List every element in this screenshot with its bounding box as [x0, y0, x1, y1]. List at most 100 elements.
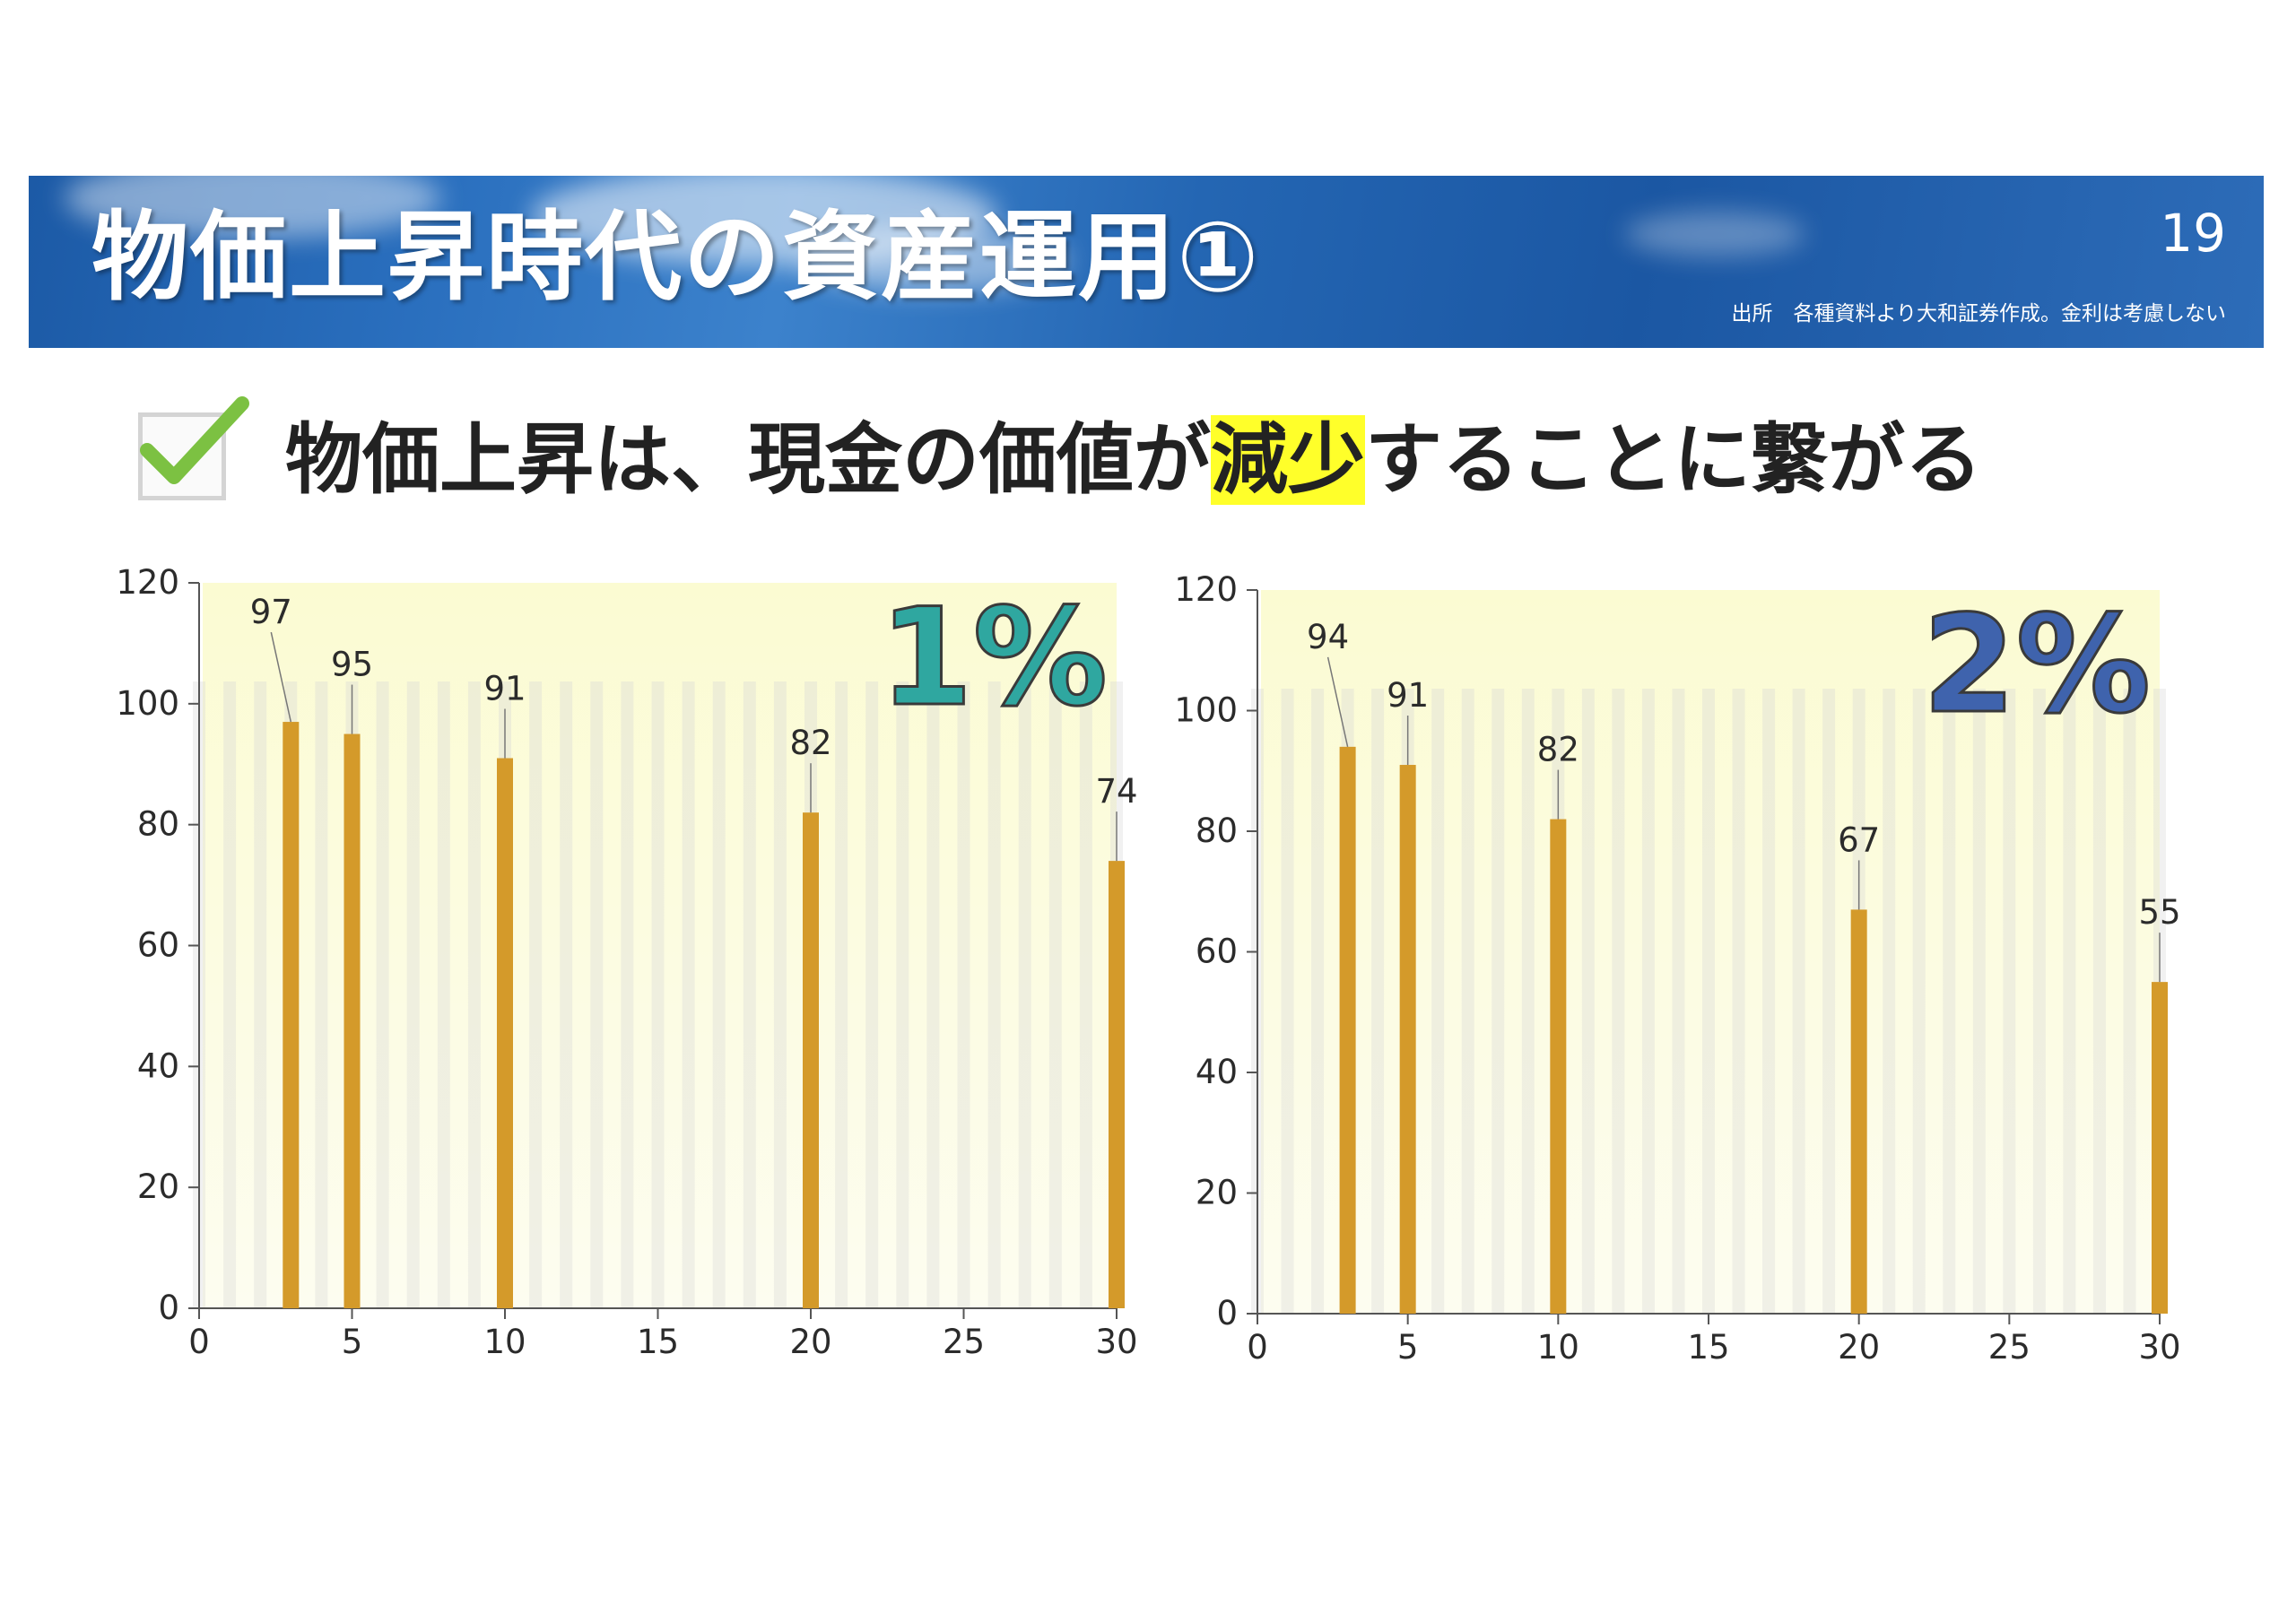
- x-tick-label: 5: [1397, 1328, 1419, 1367]
- background-stripe: [376, 681, 389, 1308]
- background-stripe: [1822, 689, 1836, 1314]
- y-tick-label: 0: [1216, 1294, 1238, 1332]
- checkmark-icon: [140, 396, 249, 484]
- background-stripe: [2003, 689, 2016, 1314]
- background-stripe: [712, 681, 726, 1308]
- y-tick-label: 80: [1196, 812, 1238, 850]
- bar: [2152, 982, 2168, 1314]
- y-tick-label: 60: [137, 926, 179, 965]
- background-stripe: [1371, 689, 1385, 1314]
- background-stripe: [315, 681, 328, 1308]
- background-stripe: [1732, 689, 1745, 1314]
- chart-2pct: 0 20 40 60 80 100 120 0 5 10 15 20 25 30 94 91 82 67 55 2%: [1174, 570, 2180, 1367]
- background-stripe: [1079, 681, 1092, 1308]
- background-stripe: [254, 681, 267, 1308]
- x-tick-label: 20: [789, 1323, 831, 1361]
- data-label: 55: [2138, 893, 2180, 932]
- background-stripe: [2092, 689, 2106, 1314]
- background-stripe: [1281, 689, 1294, 1314]
- background-stripe: [467, 681, 481, 1308]
- background-stripe: [2032, 689, 2046, 1314]
- background-stripe: [1762, 689, 1776, 1314]
- y-tick-label: 120: [116, 563, 179, 602]
- background-stripe: [835, 681, 848, 1308]
- rate-label: 2%: [1922, 587, 2151, 743]
- bar: [344, 733, 361, 1308]
- bar: [803, 812, 819, 1308]
- background-stripe: [1461, 689, 1474, 1314]
- background-stripe: [1431, 689, 1445, 1314]
- y-tick-label: 40: [137, 1046, 179, 1085]
- y-tick-label: 60: [1196, 933, 1238, 971]
- y-tick-label: 20: [1196, 1174, 1238, 1212]
- x-tick-label: 5: [342, 1323, 363, 1361]
- x-tick-label: 10: [483, 1323, 526, 1361]
- x-tick-label: 0: [1247, 1328, 1268, 1367]
- y-tick-label: 40: [1196, 1053, 1238, 1091]
- background-stripe: [1912, 689, 1926, 1314]
- x-tick-label: 15: [1687, 1328, 1729, 1367]
- data-label: 91: [483, 670, 526, 708]
- bar: [1850, 909, 1867, 1314]
- background-stripe: [1521, 689, 1535, 1314]
- background-stripe: [957, 681, 970, 1308]
- leader-line: [1326, 656, 1349, 748]
- x-tick-label: 20: [1838, 1328, 1880, 1367]
- background-stripe: [1792, 689, 1805, 1314]
- data-label: 95: [331, 646, 373, 684]
- background-stripe: [896, 681, 909, 1308]
- background-stripe: [1943, 689, 1956, 1314]
- background-stripe: [1581, 689, 1595, 1314]
- x-tick-label: 0: [188, 1323, 210, 1361]
- y-tick-label: 0: [158, 1289, 179, 1327]
- background-stripe: [1311, 689, 1325, 1314]
- y-tick-label: 100: [116, 684, 179, 723]
- background-stripe: [682, 681, 695, 1308]
- bar: [1399, 765, 1416, 1314]
- background-stripe: [621, 681, 634, 1308]
- background-stripe: [1672, 689, 1685, 1314]
- background-stripe: [1048, 681, 1062, 1308]
- subtitle-text-after: することに繋がる: [1365, 415, 1982, 505]
- data-label: 94: [1307, 618, 1349, 656]
- chart-1pct: 0 20 40 60 80 100 120 0 5 10 15 20 25 30 97 95 91 82 74 1%: [116, 563, 1137, 1361]
- background-stripe: [926, 681, 940, 1308]
- background-stripe: [1018, 681, 1031, 1308]
- x-tick-label: 30: [2138, 1328, 2180, 1367]
- background-stripe: [2063, 689, 2076, 1314]
- header-banner: 物価上昇時代の資産運用① 19 出所 各種資料より大和証券作成。金利は考慮しない: [29, 176, 2264, 348]
- data-label: 91: [1387, 676, 1429, 715]
- bar: [283, 722, 300, 1308]
- x-tick-label: 10: [1537, 1328, 1579, 1367]
- x-tick-label: 25: [1988, 1328, 2031, 1367]
- data-label: 82: [789, 724, 831, 762]
- background-stripe: [743, 681, 756, 1308]
- background-stripe: [1702, 689, 1715, 1314]
- background-stripe: [1612, 689, 1625, 1314]
- data-label: 74: [1095, 772, 1137, 811]
- background-stripe: [590, 681, 604, 1308]
- y-tick-label: 100: [1174, 691, 1238, 730]
- background-stripe: [2123, 689, 2136, 1314]
- bar: [1550, 819, 1567, 1314]
- x-tick-label: 15: [637, 1323, 679, 1361]
- background-stripe: [560, 681, 573, 1308]
- background-stripe: [529, 681, 543, 1308]
- page-number: 19: [2160, 203, 2226, 264]
- page-title: 物価上昇時代の資産運用①: [91, 202, 1261, 314]
- data-label: 82: [1537, 731, 1579, 769]
- subtitle: 物価上昇は、現金の価値が減少することに繋がる: [285, 411, 1982, 509]
- background-stripe: [1492, 689, 1505, 1314]
- x-tick-label: 30: [1095, 1323, 1137, 1361]
- subtitle-highlight: 減少: [1211, 415, 1365, 505]
- source-note: 出所 各種資料より大和証券作成。金利は考慮しない: [1731, 302, 2226, 325]
- y-tick-label: 80: [137, 805, 179, 844]
- bar: [1339, 746, 1356, 1314]
- data-label: 97: [250, 593, 292, 631]
- background-stripe: [1883, 689, 1896, 1314]
- subtitle-text-before: 物価上昇は、現金の価値が: [285, 415, 1211, 505]
- background-stripe: [651, 681, 665, 1308]
- background-stripe: [865, 681, 879, 1308]
- x-tick-label: 25: [943, 1323, 985, 1361]
- background-stripe: [987, 681, 1001, 1308]
